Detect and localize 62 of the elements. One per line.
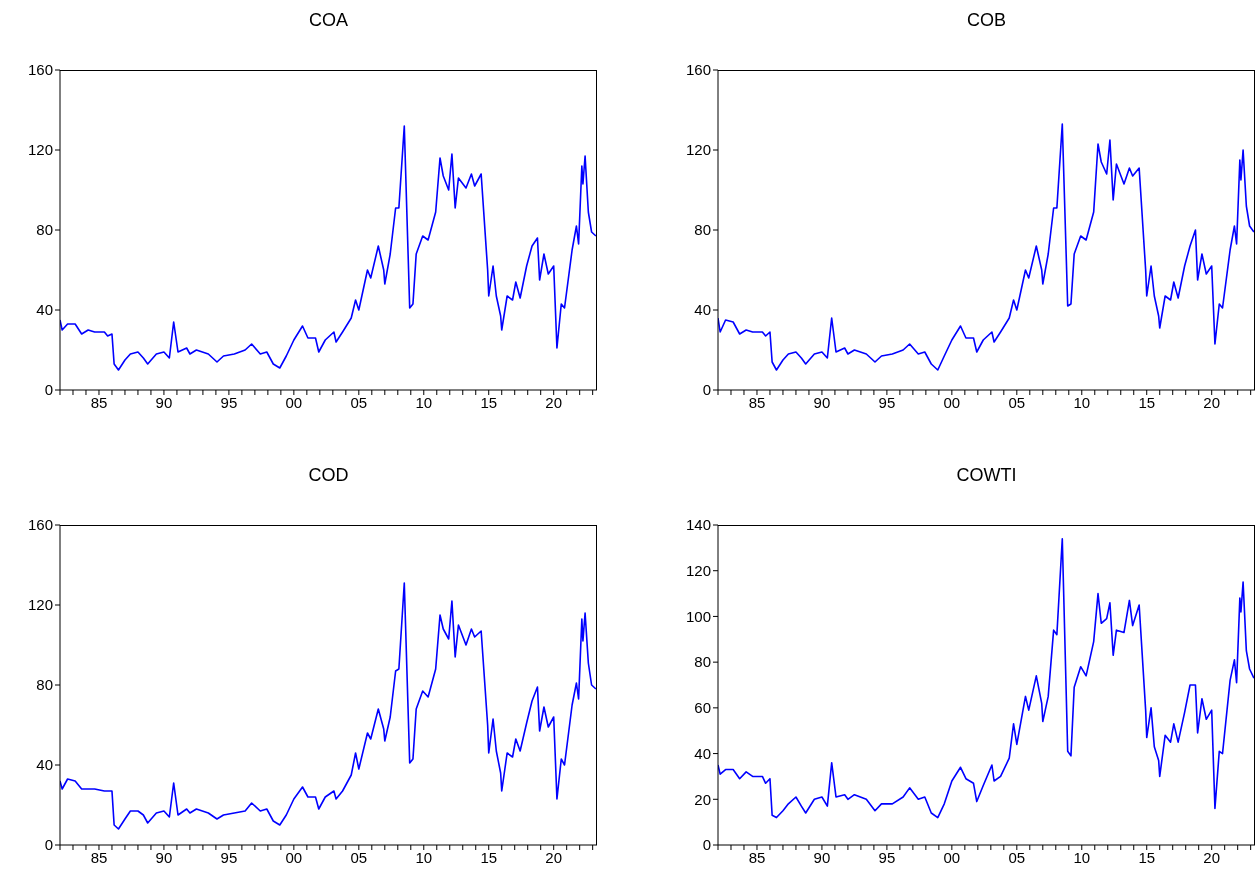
y-tick-label: 0 (44, 381, 53, 399)
x-tick-label: 05 (1008, 848, 1026, 866)
x-tick-label: 85 (748, 848, 766, 866)
x-tick-label: 95 (220, 393, 238, 411)
y-tick-label: 60 (694, 699, 711, 717)
y-tick-label: 120 (27, 596, 53, 614)
x-tick-label: 90 (813, 848, 831, 866)
chart-title: COWTI (955, 465, 1018, 486)
y-tick-label: 40 (694, 301, 711, 319)
y-tick-label: 20 (694, 790, 711, 808)
x-tick-label: 15 (480, 393, 498, 411)
chart-title: COD (307, 465, 350, 486)
y-tick-label: 120 (685, 562, 711, 580)
x-tick-label: 00 (943, 848, 961, 866)
line-series (718, 123, 1255, 371)
x-tick-label: 10 (415, 848, 433, 866)
y-tick-label: 100 (685, 607, 711, 625)
y-tick-label: 80 (694, 653, 711, 671)
x-tick-label: 20 (1203, 393, 1221, 411)
y-tick-label: 140 (685, 516, 711, 534)
x-tick-label: 95 (878, 393, 896, 411)
x-tick-label: 05 (350, 848, 368, 866)
x-tick-label: 90 (813, 393, 831, 411)
x-tick-label: 10 (415, 393, 433, 411)
chart-title: COA (308, 10, 349, 31)
x-tick-label: 95 (220, 848, 238, 866)
x-tick-label: 15 (480, 848, 498, 866)
y-tick-label: 40 (694, 744, 711, 762)
x-tick-label: 85 (90, 848, 108, 866)
y-tick-label: 0 (44, 836, 53, 854)
x-tick-label: 10 (1073, 848, 1091, 866)
y-tick-label: 160 (685, 61, 711, 79)
x-tick-label: 15 (1138, 393, 1156, 411)
x-tick-label: 00 (285, 848, 303, 866)
y-tick-label: 160 (27, 61, 53, 79)
y-tick-label: 80 (694, 221, 711, 239)
x-tick-label: 00 (943, 393, 961, 411)
line-series (60, 582, 597, 830)
x-tick-label: 10 (1073, 393, 1091, 411)
y-tick-label: 160 (27, 516, 53, 534)
y-tick-label: 0 (702, 381, 711, 399)
x-tick-label: 95 (878, 848, 896, 866)
x-tick-label: 90 (155, 848, 173, 866)
x-tick-label: 00 (285, 393, 303, 411)
y-tick-label: 120 (685, 141, 711, 159)
chart-title: COB (966, 10, 1007, 31)
x-tick-label: 85 (90, 393, 108, 411)
x-tick-label: 15 (1138, 848, 1156, 866)
y-tick-label: 80 (36, 676, 53, 694)
line-series (60, 125, 597, 371)
x-tick-label: 85 (748, 393, 766, 411)
y-tick-label: 40 (36, 756, 53, 774)
x-tick-label: 90 (155, 393, 173, 411)
y-tick-label: 80 (36, 221, 53, 239)
x-tick-label: 20 (545, 393, 563, 411)
y-tick-label: 40 (36, 301, 53, 319)
y-tick-label: 120 (27, 141, 53, 159)
x-tick-label: 20 (545, 848, 563, 866)
x-tick-label: 05 (350, 393, 368, 411)
x-tick-label: 20 (1203, 848, 1221, 866)
y-tick-label: 0 (702, 836, 711, 854)
x-tick-label: 05 (1008, 393, 1026, 411)
